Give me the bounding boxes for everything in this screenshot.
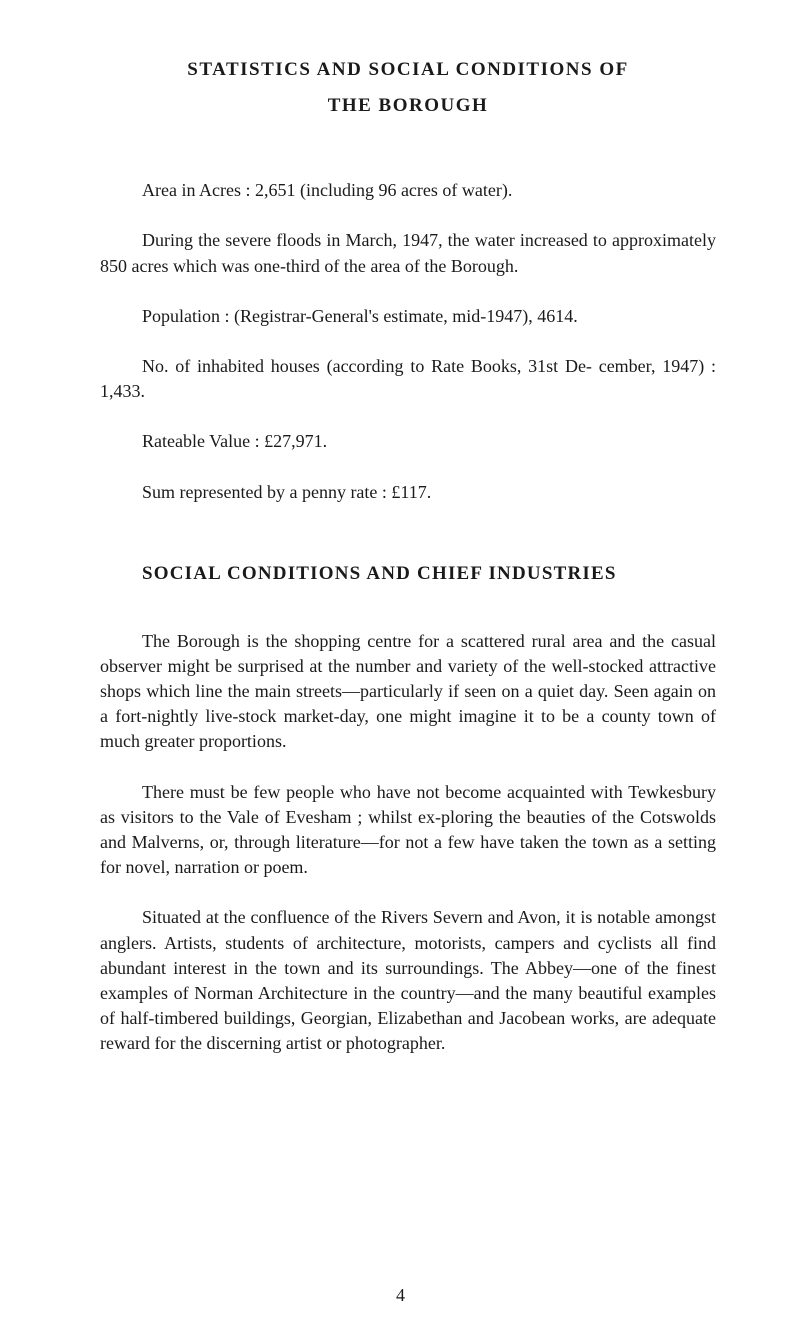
para-floods: During the severe floods in March, 1947,… <box>100 228 716 278</box>
para-population: Population : (Registrar-General's estima… <box>100 304 716 329</box>
para-rateable: Rateable Value : £27,971. <box>100 429 716 454</box>
para-shopping: The Borough is the shopping centre for a… <box>100 629 716 755</box>
title-line-2: THE BOROUGH <box>100 88 716 124</box>
para-rivers: Situated at the confluence of the Rivers… <box>100 905 716 1056</box>
page-number: 4 <box>396 1285 405 1306</box>
section-heading-social: SOCIAL CONDITIONS AND CHIEF INDUSTRIES <box>100 563 716 585</box>
para-houses: No. of inhabited houses (according to Ra… <box>100 354 716 404</box>
title-line-1: STATISTICS AND SOCIAL CONDITIONS OF <box>100 52 716 88</box>
para-area: Area in Acres : 2,651 (including 96 acre… <box>100 178 716 203</box>
para-tewkesbury: There must be few people who have not be… <box>100 780 716 881</box>
para-pennyrate: Sum represented by a penny rate : £117. <box>100 480 716 505</box>
title-block: STATISTICS AND SOCIAL CONDITIONS OF THE … <box>100 52 716 124</box>
